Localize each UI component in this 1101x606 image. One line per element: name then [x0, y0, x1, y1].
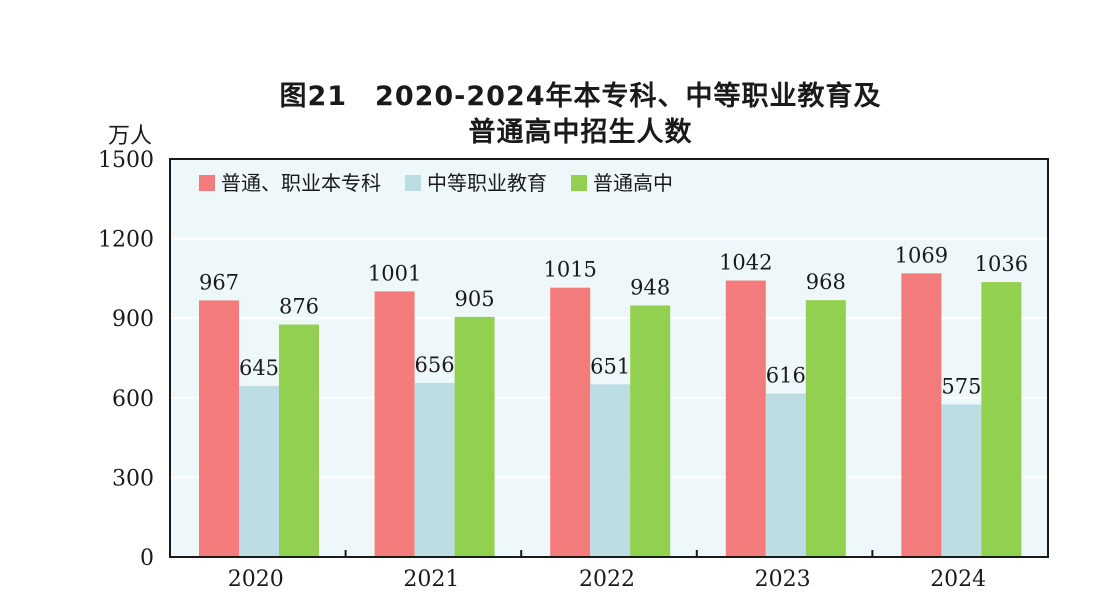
bar	[279, 324, 319, 557]
y-tick-label: 1500	[98, 148, 154, 173]
legend-swatch	[199, 175, 215, 191]
x-tick-label: 2022	[579, 567, 635, 592]
plot-frame	[169, 158, 1049, 558]
legend-label: 普通高中	[593, 171, 673, 195]
bar	[765, 393, 806, 557]
bar	[199, 300, 239, 557]
x-tick-label: 2020	[228, 567, 284, 592]
data-label: 575	[941, 374, 981, 398]
data-label: 645	[239, 356, 279, 380]
y-axis-unit: 万人	[108, 124, 153, 149]
bar	[590, 384, 631, 557]
bar	[550, 287, 591, 557]
bar	[901, 273, 942, 557]
data-label: 905	[455, 287, 495, 311]
data-label: 1015	[543, 258, 596, 282]
data-label: 1069	[895, 243, 948, 267]
legend-label: 普通、职业本专科	[221, 171, 381, 195]
data-label: 656	[415, 353, 455, 377]
bar	[630, 305, 671, 557]
data-label: 876	[279, 295, 319, 319]
chart-title-line2: 普通高中招生人数	[468, 117, 693, 148]
bar	[374, 291, 415, 557]
data-label: 948	[630, 275, 670, 299]
legend-swatch	[405, 175, 421, 191]
x-tick-label: 2021	[403, 567, 459, 592]
data-label: 968	[806, 270, 846, 294]
bar	[414, 382, 455, 557]
bar	[941, 404, 982, 557]
legend-swatch	[571, 175, 587, 191]
y-tick-label: 0	[140, 546, 154, 571]
chart-title-line1: 图21 2020-2024年本专科、中等职业教育及	[279, 81, 882, 112]
x-tick-label: 2024	[930, 567, 986, 592]
y-tick-label: 1200	[98, 228, 154, 253]
data-label: 967	[199, 270, 239, 294]
data-label: 616	[766, 364, 806, 388]
bar	[725, 280, 766, 557]
y-tick-label: 600	[112, 387, 154, 412]
y-tick-label: 300	[112, 466, 154, 491]
data-label: 651	[590, 354, 630, 378]
data-label: 1036	[975, 252, 1028, 276]
bar	[805, 300, 846, 557]
legend-label: 中等职业教育	[427, 171, 547, 195]
x-tick-label: 2023	[755, 567, 811, 592]
y-tick-label: 900	[112, 307, 154, 332]
bar	[239, 385, 279, 557]
data-label: 1001	[368, 261, 421, 285]
bar	[981, 282, 1022, 557]
data-label: 1042	[719, 251, 772, 275]
bar	[454, 316, 495, 557]
